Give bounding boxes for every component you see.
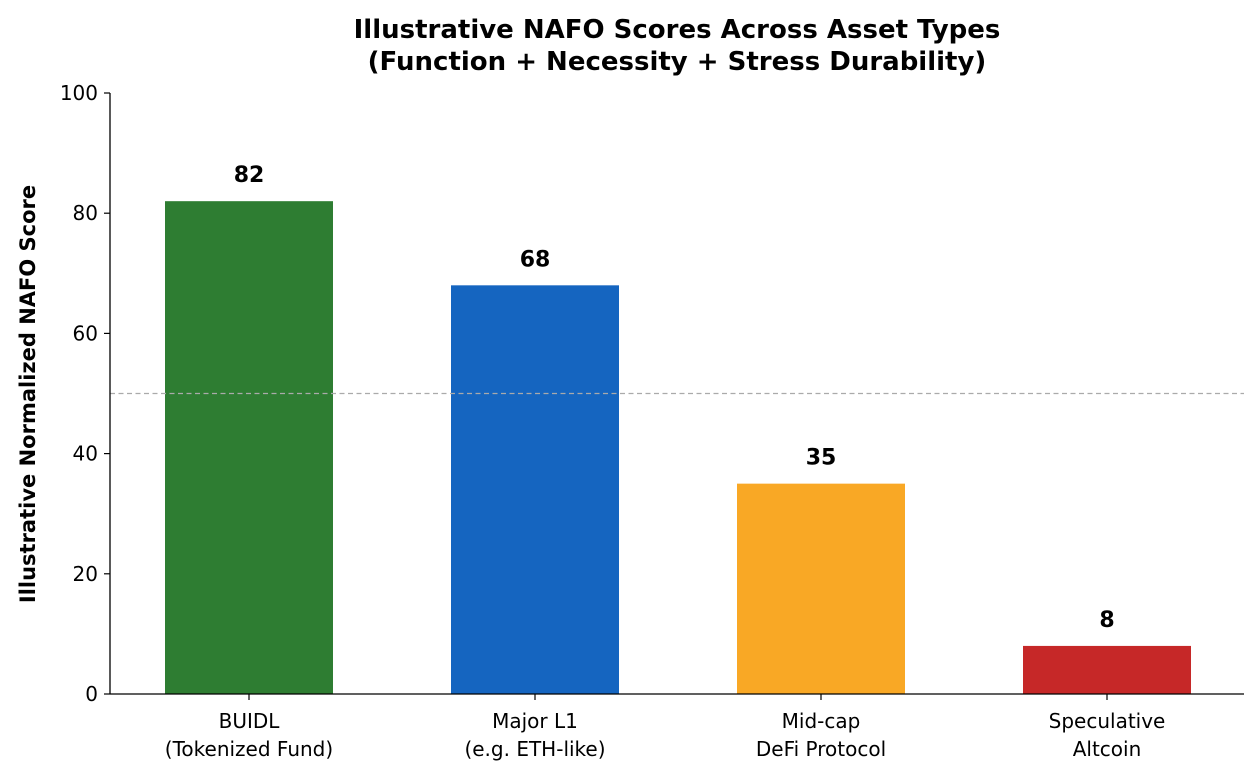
bar-value-label-1: 68: [520, 247, 551, 272]
y-tick-label-0: 0: [85, 682, 98, 706]
bar-1: [451, 285, 619, 694]
y-axis-label: Illustrative Normalized NAFO Score: [16, 185, 40, 603]
x-tick-label-3-line-0: Speculative: [1049, 709, 1166, 733]
y-tick-label-3: 60: [73, 321, 98, 345]
y-tick-label-2: 40: [73, 442, 98, 466]
bar-value-label-3: 8: [1099, 608, 1114, 633]
x-tick-label-2-line-1: DeFi Protocol: [756, 737, 886, 761]
bar-2: [737, 483, 905, 694]
x-tick-label-3-line-1: Altcoin: [1073, 737, 1142, 761]
x-tick-label-1-line-1: (e.g. ETH-like): [464, 737, 605, 761]
bar-0: [165, 201, 333, 694]
chart-title: Illustrative NAFO Scores Across Asset Ty…: [354, 15, 1001, 45]
y-tick-label-1: 20: [73, 562, 98, 586]
y-axis: 0 20 40 60 80 100: [60, 81, 111, 706]
bars-group: [165, 201, 1191, 694]
bar-value-label-0: 82: [234, 163, 265, 188]
x-axis: BUIDL (Tokenized Fund) Major L1 (e.g. ETH-l…: [110, 693, 1244, 761]
x-tick-label-0-line-1: (Tokenized Fund): [165, 737, 333, 761]
y-tick-label-4: 80: [73, 201, 98, 225]
x-tick-label-2-line-0: Mid-cap: [782, 709, 861, 733]
y-tick-label-5: 100: [60, 81, 98, 105]
x-tick-label-0-line-0: BUIDL: [219, 709, 281, 733]
x-tick-label-1-line-0: Major L1: [492, 709, 578, 733]
chart-subtitle: (Function + Necessity + Stress Durabilit…: [368, 47, 987, 77]
value-labels-group: 82 68 35 8: [234, 163, 1115, 633]
bar-value-label-2: 35: [806, 446, 837, 471]
bar-3: [1023, 645, 1191, 694]
